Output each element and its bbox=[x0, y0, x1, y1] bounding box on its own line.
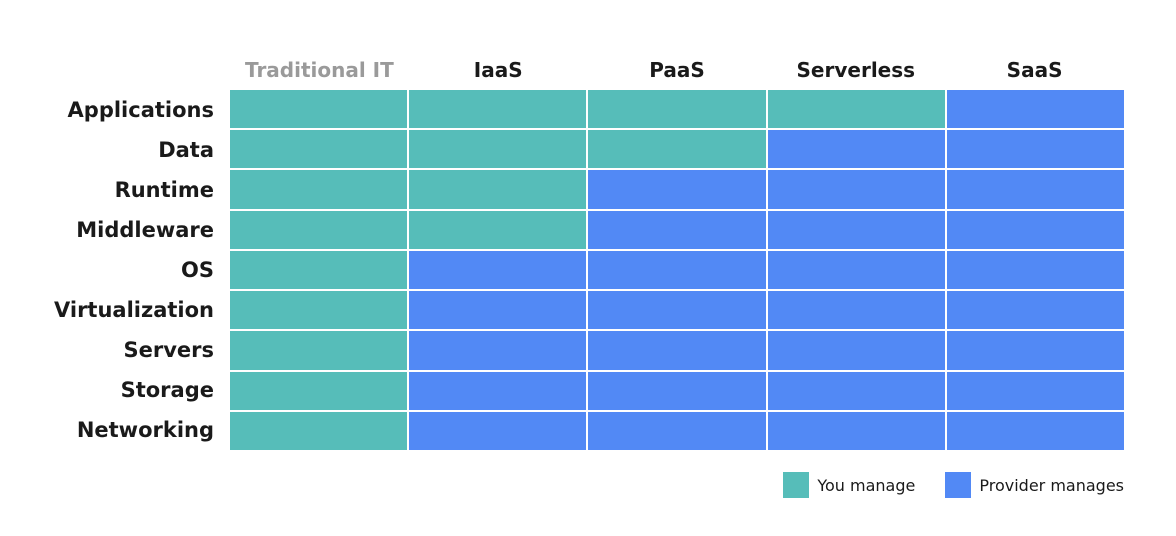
cell-serverless-networking bbox=[767, 411, 945, 450]
cell-iaas-networking bbox=[409, 411, 587, 450]
cell-traditional-it-networking bbox=[230, 411, 408, 450]
cell-iaas-virtualization bbox=[409, 291, 587, 330]
row-label-virtualization: Virtualization bbox=[53, 298, 214, 322]
cell-traditional-it-virtualization bbox=[230, 291, 408, 330]
cell-paas-virtualization bbox=[588, 291, 766, 330]
row-label-networking: Networking bbox=[76, 418, 214, 442]
cell-saas-applications bbox=[946, 90, 1124, 129]
cell-saas-runtime bbox=[946, 170, 1124, 209]
cell-saas-data bbox=[946, 130, 1124, 169]
cell-saas-servers bbox=[946, 331, 1124, 370]
cell-serverless-applications bbox=[767, 90, 945, 129]
row-label-runtime: Runtime bbox=[114, 178, 214, 202]
cell-iaas-data bbox=[409, 130, 587, 169]
cell-traditional-it-os bbox=[230, 250, 408, 290]
column-header-traditional-it: Traditional IT bbox=[245, 58, 394, 82]
cell-iaas-storage bbox=[409, 371, 587, 410]
cell-saas-os bbox=[946, 250, 1124, 290]
row-label-storage: Storage bbox=[120, 378, 214, 402]
legend-swatch-you-manage bbox=[783, 472, 810, 498]
cell-serverless-middleware bbox=[767, 210, 945, 249]
cell-saas-networking bbox=[946, 411, 1124, 450]
row-label-applications: Applications bbox=[67, 98, 214, 122]
row-label-data: Data bbox=[158, 138, 214, 162]
row-label-middleware: Middleware bbox=[76, 218, 214, 242]
cell-saas-middleware bbox=[946, 210, 1124, 249]
cell-paas-runtime bbox=[588, 170, 766, 209]
cell-serverless-virtualization bbox=[767, 291, 945, 330]
column-headers: Traditional IT IaaS PaaS Serverless SaaS bbox=[230, 52, 1124, 88]
cell-saas-virtualization bbox=[946, 291, 1124, 330]
cell-serverless-storage bbox=[767, 371, 945, 410]
cell-traditional-it-servers bbox=[230, 331, 408, 370]
cell-iaas-runtime bbox=[409, 170, 587, 209]
cell-serverless-data bbox=[767, 130, 945, 169]
cell-paas-networking bbox=[588, 411, 766, 450]
column-header-iaas: IaaS bbox=[473, 58, 523, 82]
cell-serverless-servers bbox=[767, 331, 945, 370]
responsibility-grid bbox=[230, 90, 1124, 450]
cell-iaas-servers bbox=[409, 331, 587, 370]
legend-swatch-provider-manages bbox=[945, 472, 972, 498]
cell-traditional-it-middleware bbox=[230, 210, 408, 249]
row-labels: Applications Data Runtime Middleware OS … bbox=[0, 90, 214, 450]
cell-paas-middleware bbox=[588, 210, 766, 249]
cell-paas-storage bbox=[588, 371, 766, 410]
cell-traditional-it-storage bbox=[230, 371, 408, 410]
cell-paas-data bbox=[588, 130, 766, 169]
cell-paas-os bbox=[588, 250, 766, 290]
cell-paas-applications bbox=[588, 90, 766, 129]
cell-traditional-it-runtime bbox=[230, 170, 408, 209]
row-label-servers: Servers bbox=[123, 338, 214, 362]
legend-item-you-manage: You manage bbox=[783, 472, 915, 498]
cell-traditional-it-data bbox=[230, 130, 408, 169]
cell-serverless-runtime bbox=[767, 170, 945, 209]
row-label-os: OS bbox=[181, 258, 214, 282]
cell-iaas-applications bbox=[409, 90, 587, 129]
legend: You manage Provider manages bbox=[783, 472, 1124, 498]
cell-iaas-middleware bbox=[409, 210, 587, 249]
legend-label-provider-manages: Provider manages bbox=[979, 475, 1124, 495]
column-header-serverless: Serverless bbox=[796, 58, 916, 82]
column-header-paas: PaaS bbox=[649, 58, 705, 82]
cell-saas-storage bbox=[946, 371, 1124, 410]
legend-label-you-manage: You manage bbox=[817, 475, 916, 495]
legend-item-provider-manages: Provider manages bbox=[945, 472, 1124, 498]
cell-iaas-os bbox=[409, 250, 587, 290]
column-header-saas: SaaS bbox=[1006, 58, 1063, 82]
cell-serverless-os bbox=[767, 250, 945, 290]
cell-traditional-it-applications bbox=[230, 90, 408, 129]
cell-paas-servers bbox=[588, 331, 766, 370]
